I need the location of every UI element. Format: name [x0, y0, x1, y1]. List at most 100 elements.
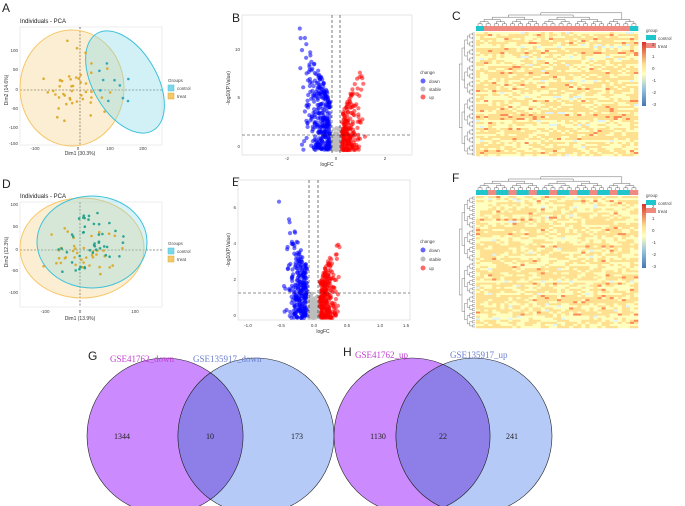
pca-d-xtick: -100 [40, 309, 50, 314]
heatmap-cell [552, 44, 558, 47]
heatmap-cell [496, 154, 501, 157]
heatmap-cell [597, 96, 602, 99]
volcano-point-stable [313, 303, 318, 308]
volcano-point-down [288, 288, 293, 293]
heatmap-cell [500, 196, 505, 199]
heatmap-cell [484, 222, 489, 226]
heatmap-cell [508, 108, 513, 111]
volcano-point-up [343, 134, 348, 139]
heatmap-cell [552, 120, 558, 123]
heatmap-cell [500, 102, 505, 105]
heatmap-cell [625, 114, 631, 117]
heatmap-cell [621, 122, 627, 125]
heatmap-cell [544, 204, 550, 207]
volcano-point-down [317, 110, 322, 115]
heatmap-cell [536, 62, 542, 65]
heatmap-cell [492, 36, 497, 39]
heatmap-cell [524, 218, 529, 222]
heatmap-cell [605, 202, 610, 205]
heatmap-cell [617, 86, 623, 89]
heatmap-cell [500, 70, 505, 73]
heatmap-cell [512, 84, 517, 87]
heatmap-cell [508, 222, 513, 226]
heatmap-group-cell [544, 190, 550, 195]
heatmap-cell [496, 214, 501, 217]
heatmap-cell [573, 222, 578, 226]
heatmap-cell [605, 112, 610, 115]
dendrogram-branch [625, 21, 635, 24]
heatmap-cell [585, 214, 590, 217]
heatmap-cell [476, 50, 481, 53]
heatmap-cell [536, 122, 542, 125]
heatmap-cell [577, 138, 582, 141]
heatmap-cell [561, 32, 566, 35]
heatmap-cell [500, 206, 505, 209]
heatmap-cell [520, 134, 525, 137]
heatmap-cell [613, 150, 619, 153]
heatmap-cell [552, 76, 558, 79]
heatmap-cell [561, 146, 566, 149]
heatmap-cell [577, 134, 582, 137]
heatmap-cell [609, 112, 614, 115]
heatmap-cell [524, 80, 529, 83]
volcano-e-ytick: 4 [233, 241, 236, 246]
heatmap-cell [593, 94, 598, 97]
heatmap-cell [629, 34, 635, 37]
heatmap-cell [504, 76, 509, 79]
heatmap-cell [536, 52, 542, 55]
heatmap-group-cell [532, 26, 538, 31]
heatmap-cell [589, 208, 594, 211]
heatmap-cell [609, 104, 614, 107]
heatmap-cell [617, 104, 623, 107]
heatmap-group-cell [528, 190, 533, 195]
heatmap-cell [512, 110, 517, 113]
heatmap-cell [557, 86, 562, 89]
heatmap-cell [573, 114, 578, 117]
pca-point-treat [75, 46, 79, 50]
heatmap-cell [480, 200, 485, 203]
heatmap-cell [484, 226, 489, 230]
heatmap-cell [548, 122, 554, 125]
volcano-point-down [297, 26, 302, 31]
heatmap-cell [508, 146, 513, 149]
heatmap-cell [569, 84, 574, 87]
heatmap-cell [585, 226, 590, 230]
heatmap-cell [524, 96, 529, 99]
heatmap-cell [609, 46, 614, 49]
heatmap-cell [496, 82, 501, 85]
heatmap-group-cell [540, 26, 546, 31]
volcano-point-down [290, 274, 295, 279]
heatmap-cell [528, 146, 533, 149]
heatmap-cell [488, 54, 493, 57]
volcano-point-down [287, 231, 293, 236]
heatmap-cell [528, 34, 533, 37]
heatmap-cell [548, 56, 554, 59]
heatmap-cell [532, 110, 538, 113]
heatmap-cell [629, 122, 635, 125]
heatmap-cell [516, 212, 521, 215]
heatmap-cell [532, 68, 538, 71]
heatmap-cell [520, 72, 525, 75]
heatmap-cell [597, 94, 602, 97]
heatmap-cell [536, 60, 542, 63]
heatmap-cell [528, 82, 533, 85]
heatmap-cell [496, 220, 501, 224]
heatmap-cell [605, 42, 610, 45]
heatmap-group-cell [629, 190, 635, 195]
heatmap-cell [480, 102, 485, 105]
volcano-point-down [308, 50, 313, 55]
heatmap-cell [552, 54, 558, 57]
heatmap-cell [504, 134, 509, 137]
heatmap-cell [536, 148, 542, 151]
heatmap-cell [593, 226, 598, 230]
heatmap-cell [621, 32, 627, 35]
heatmap-cell [476, 80, 481, 83]
volcano-point-down [302, 109, 307, 114]
heatmap-cell [508, 134, 513, 137]
volcano-point-down [297, 251, 302, 257]
heatmap-cell [524, 150, 529, 153]
heatmap-cell [508, 66, 513, 69]
heatmap-cell [629, 120, 635, 123]
heatmap-cell [528, 98, 533, 101]
heatmap-cell [540, 96, 546, 99]
